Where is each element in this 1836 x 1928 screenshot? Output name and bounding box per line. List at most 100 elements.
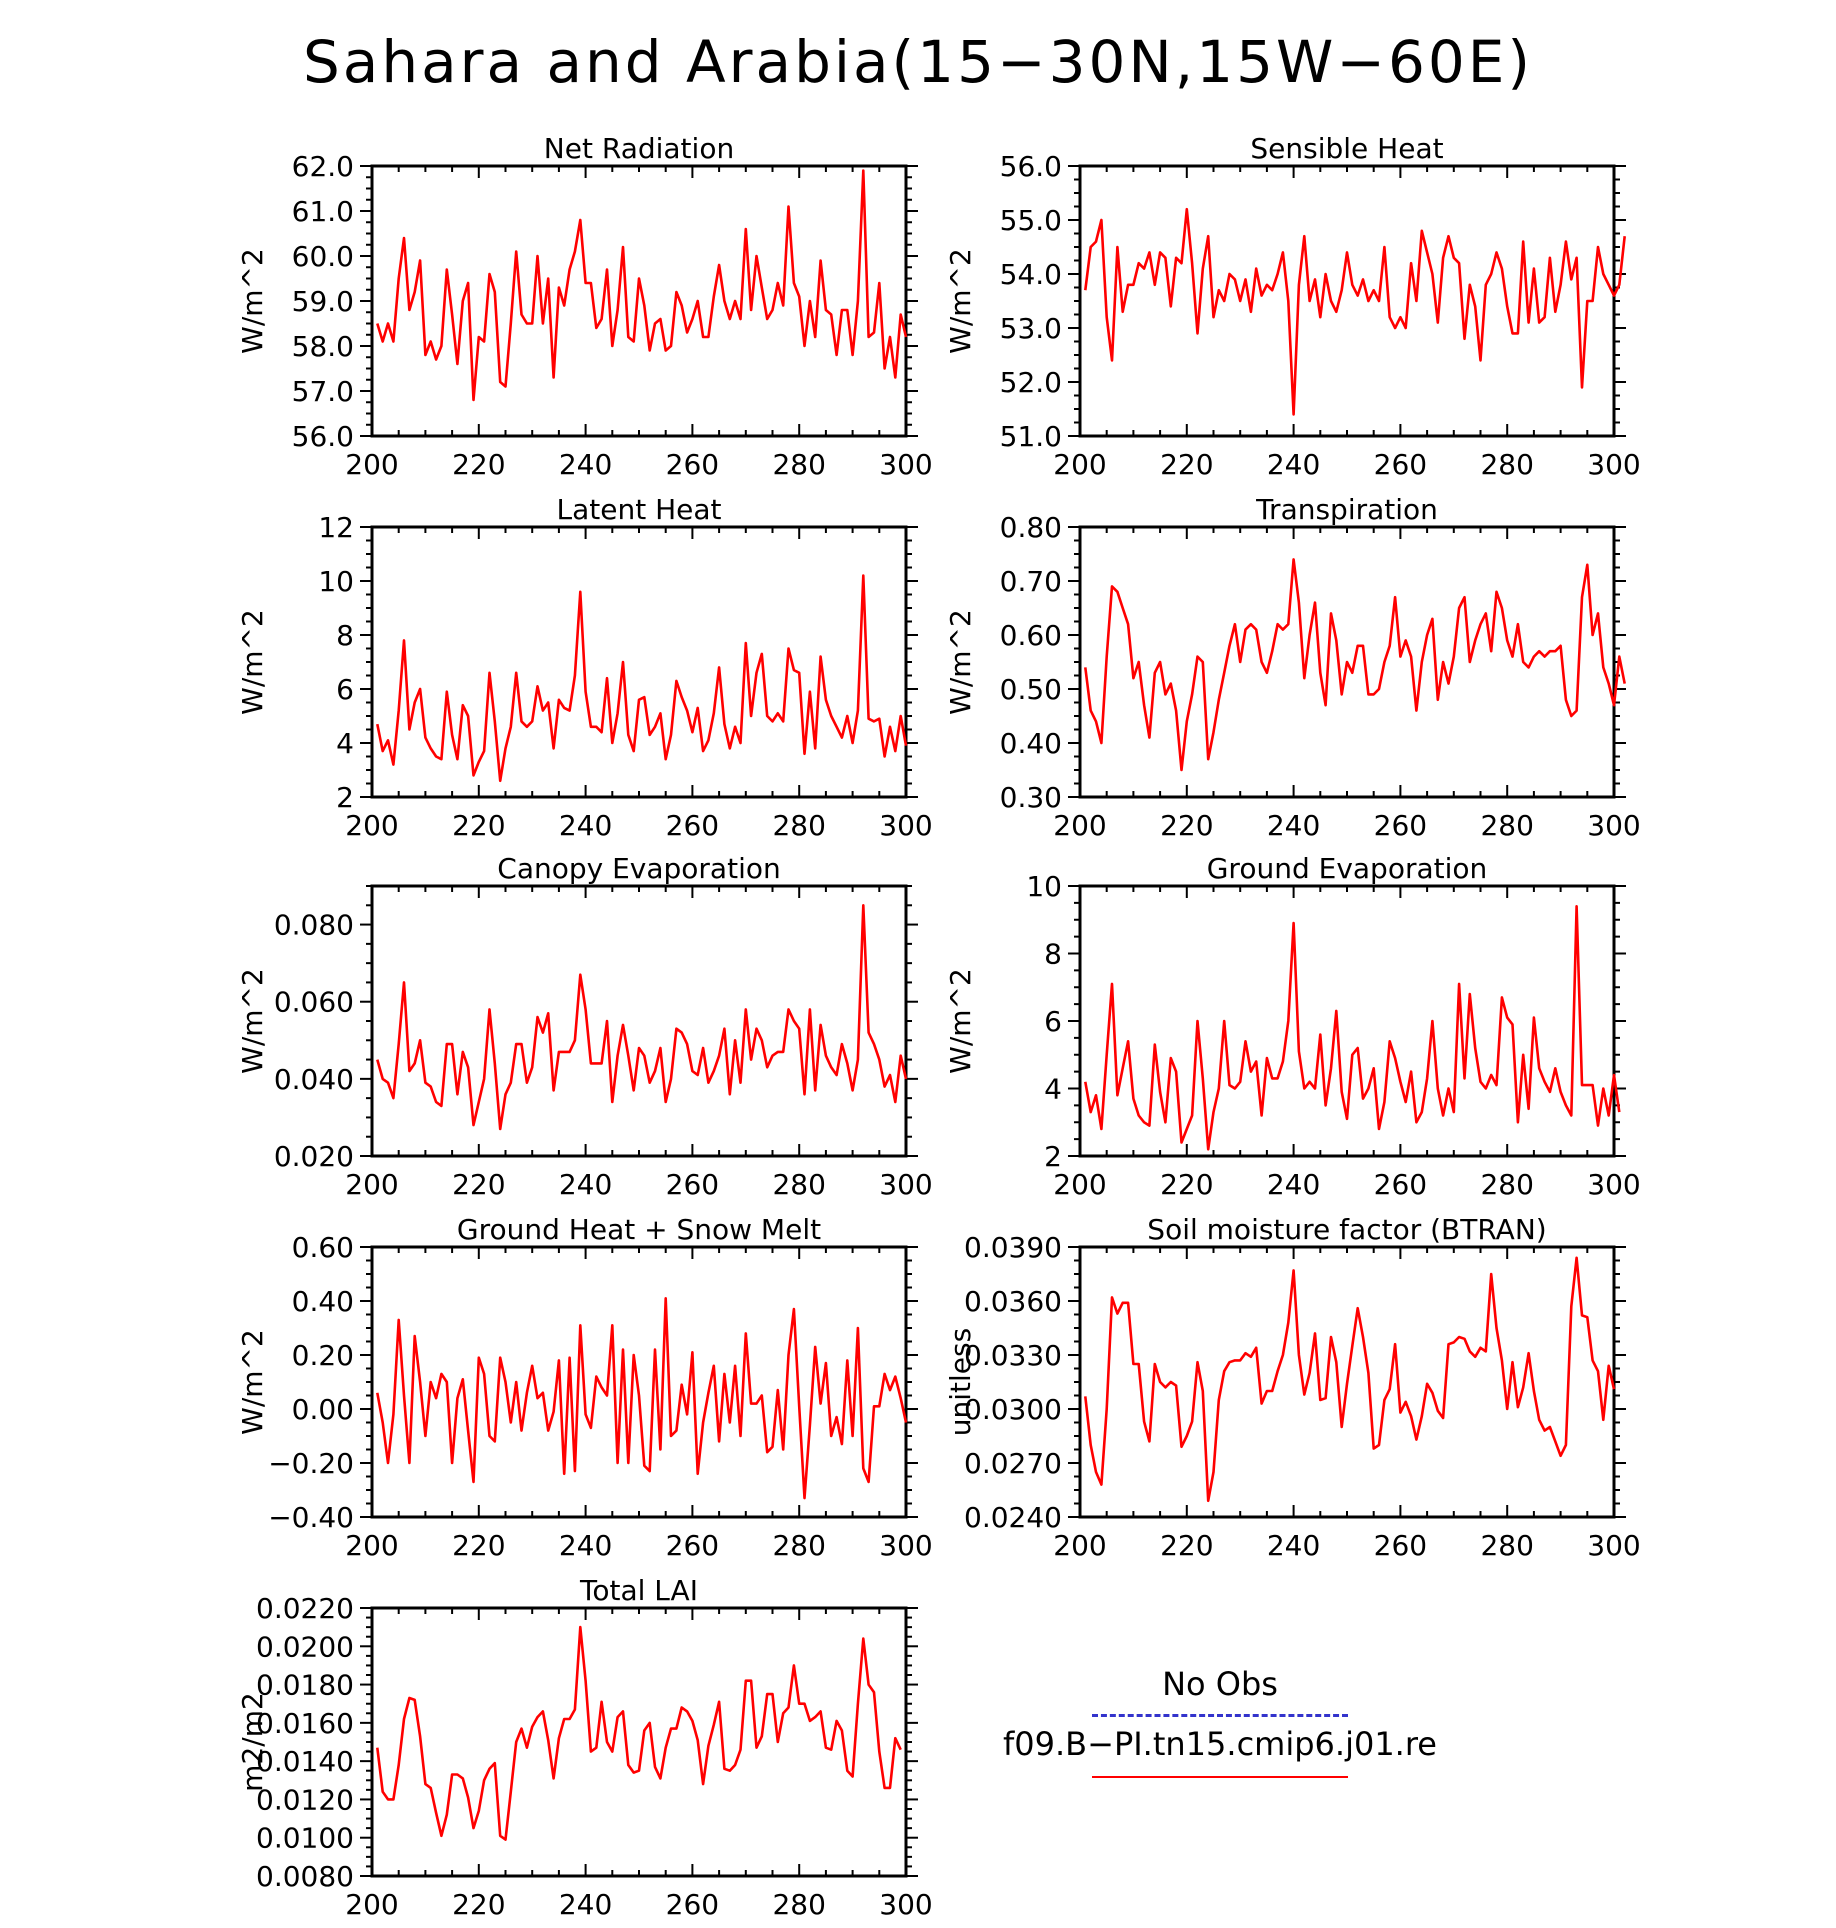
x-tick-label: 200 bbox=[345, 1529, 398, 1562]
y-tick-label: 56.0 bbox=[1000, 150, 1062, 183]
y-tick-label: 59.0 bbox=[292, 285, 354, 318]
x-tick-label: 220 bbox=[452, 1529, 505, 1562]
y-axis-label: W/m^2 bbox=[236, 248, 269, 354]
x-tick-label: 260 bbox=[666, 1888, 719, 1921]
x-tick-label: 220 bbox=[1160, 1529, 1213, 1562]
y-axis-label: W/m^2 bbox=[944, 248, 977, 354]
y-tick-label: 0.00 bbox=[292, 1393, 354, 1426]
y-tick-label: 0.70 bbox=[1000, 565, 1062, 598]
series-line bbox=[1084, 1256, 1616, 1503]
y-tick-label: 0.0300 bbox=[964, 1393, 1062, 1426]
x-tick-label: 220 bbox=[1160, 448, 1213, 481]
chart-panel: 200 220 240 260 280 300 0.30 0.40 0.50 0.60 0.70 0.… bbox=[944, 493, 1641, 842]
y-tick-label: 10 bbox=[1026, 870, 1062, 903]
x-tick-label: 200 bbox=[1053, 809, 1106, 842]
y-tick-label: 54.0 bbox=[1000, 258, 1062, 291]
legend-label-model: f09.B−PI.tn15.cmip6.j01.re bbox=[1003, 1725, 1437, 1763]
y-tick-label: 56.0 bbox=[292, 420, 354, 453]
series-line bbox=[376, 903, 908, 1131]
y-tick-label: 0.020 bbox=[274, 1140, 354, 1173]
y-tick-label: 58.0 bbox=[292, 330, 354, 363]
x-tick-label: 260 bbox=[1374, 809, 1427, 842]
y-tick-label: −0.20 bbox=[268, 1447, 354, 1480]
x-tick-label: 220 bbox=[452, 1888, 505, 1921]
x-tick-label: 280 bbox=[772, 1888, 825, 1921]
x-tick-label: 260 bbox=[666, 809, 719, 842]
panel-title: Transpiration bbox=[1255, 493, 1438, 526]
x-tick-label: 300 bbox=[879, 1529, 932, 1562]
y-tick-label: 53.0 bbox=[1000, 312, 1062, 345]
x-tick-label: 280 bbox=[1480, 448, 1533, 481]
y-tick-label: 6 bbox=[1044, 1005, 1062, 1038]
y-tick-label: 4 bbox=[336, 727, 354, 760]
x-tick-label: 280 bbox=[772, 448, 825, 481]
plot-frame bbox=[370, 1245, 908, 1519]
panel-title: Ground Evaporation bbox=[1207, 852, 1488, 885]
x-tick-label: 240 bbox=[1267, 448, 1320, 481]
y-tick-label: 4 bbox=[1044, 1073, 1062, 1106]
x-tick-label: 280 bbox=[772, 1168, 825, 1201]
figure-title: Sahara and Arabia(15−30N,15W−60E) bbox=[302, 28, 1534, 96]
legend-line-model bbox=[1092, 1776, 1348, 1778]
y-tick-label: 0.0360 bbox=[964, 1285, 1062, 1318]
x-tick-label: 220 bbox=[452, 809, 505, 842]
x-tick-label: 280 bbox=[1480, 1529, 1533, 1562]
y-tick-label: 0.0200 bbox=[256, 1630, 354, 1663]
y-tick-label: −0.40 bbox=[268, 1501, 354, 1534]
legend-line-obs bbox=[1092, 1714, 1348, 1717]
y-tick-label: 62.0 bbox=[292, 150, 354, 183]
y-tick-label: 0.0240 bbox=[964, 1501, 1062, 1534]
y-tick-label: 0.040 bbox=[274, 1063, 354, 1096]
x-tick-label: 200 bbox=[1053, 1168, 1106, 1201]
y-axis-label: m2/m2 bbox=[236, 1692, 269, 1792]
y-tick-label: 0.20 bbox=[292, 1339, 354, 1372]
series-line bbox=[376, 574, 908, 783]
y-tick-label: 55.0 bbox=[1000, 204, 1062, 237]
x-tick-label: 260 bbox=[666, 1529, 719, 1562]
chart-panel: 200 220 240 260 280 300 2 4 6 8 10 Ground Evaporati… bbox=[944, 852, 1641, 1201]
x-tick-label: 200 bbox=[1053, 448, 1106, 481]
y-tick-label: 0.30 bbox=[1000, 781, 1062, 814]
plot-frame bbox=[370, 525, 908, 799]
x-tick-label: 280 bbox=[772, 1529, 825, 1562]
x-tick-label: 200 bbox=[345, 448, 398, 481]
x-tick-label: 240 bbox=[1267, 809, 1320, 842]
x-tick-label: 240 bbox=[559, 1888, 612, 1921]
panel-title: Net Radiation bbox=[544, 132, 734, 165]
x-tick-label: 220 bbox=[452, 448, 505, 481]
x-tick-label: 200 bbox=[1053, 1529, 1106, 1562]
panel-title: Soil moisture factor (BTRAN) bbox=[1147, 1213, 1546, 1246]
series-line bbox=[1084, 558, 1626, 772]
x-tick-label: 300 bbox=[1587, 809, 1640, 842]
panel-title: Latent Heat bbox=[556, 493, 721, 526]
chart-panel: 200 220 240 260 280 300 0.020 0.040 0.060 0.080 Ca… bbox=[236, 852, 933, 1201]
y-tick-label: 0.0080 bbox=[256, 1860, 354, 1893]
y-axis-label: W/m^2 bbox=[944, 968, 977, 1074]
y-tick-label: 0.40 bbox=[292, 1285, 354, 1318]
x-tick-label: 300 bbox=[879, 809, 932, 842]
y-tick-label: 12 bbox=[318, 511, 354, 544]
y-tick-label: 0.80 bbox=[1000, 511, 1062, 544]
x-tick-label: 240 bbox=[559, 809, 612, 842]
chart-panel: 200 220 240 260 280 300 0.0080 0.0100 0.0120 0.01… bbox=[236, 1574, 933, 1921]
y-tick-label: 0.0120 bbox=[256, 1783, 354, 1816]
series-line bbox=[376, 1625, 902, 1841]
y-tick-label: 2 bbox=[336, 781, 354, 814]
x-tick-label: 280 bbox=[1480, 809, 1533, 842]
series-line bbox=[376, 1297, 908, 1500]
plot-frame bbox=[1078, 164, 1616, 438]
x-tick-label: 200 bbox=[345, 1168, 398, 1201]
panel-title: Canopy Evaporation bbox=[497, 852, 780, 885]
x-tick-label: 240 bbox=[1267, 1168, 1320, 1201]
x-tick-label: 260 bbox=[1374, 1168, 1427, 1201]
x-tick-label: 260 bbox=[666, 1168, 719, 1201]
y-tick-label: 0.0330 bbox=[964, 1339, 1062, 1372]
x-tick-label: 220 bbox=[1160, 1168, 1213, 1201]
y-tick-label: 0.0100 bbox=[256, 1822, 354, 1855]
x-tick-label: 300 bbox=[1587, 1168, 1640, 1201]
x-tick-label: 300 bbox=[1587, 1529, 1640, 1562]
chart-panel: 200 220 240 260 280 300 56.0 57.0 58.0 59.0 60.0 61… bbox=[236, 132, 933, 481]
x-tick-label: 260 bbox=[1374, 448, 1427, 481]
y-tick-label: 8 bbox=[336, 619, 354, 652]
